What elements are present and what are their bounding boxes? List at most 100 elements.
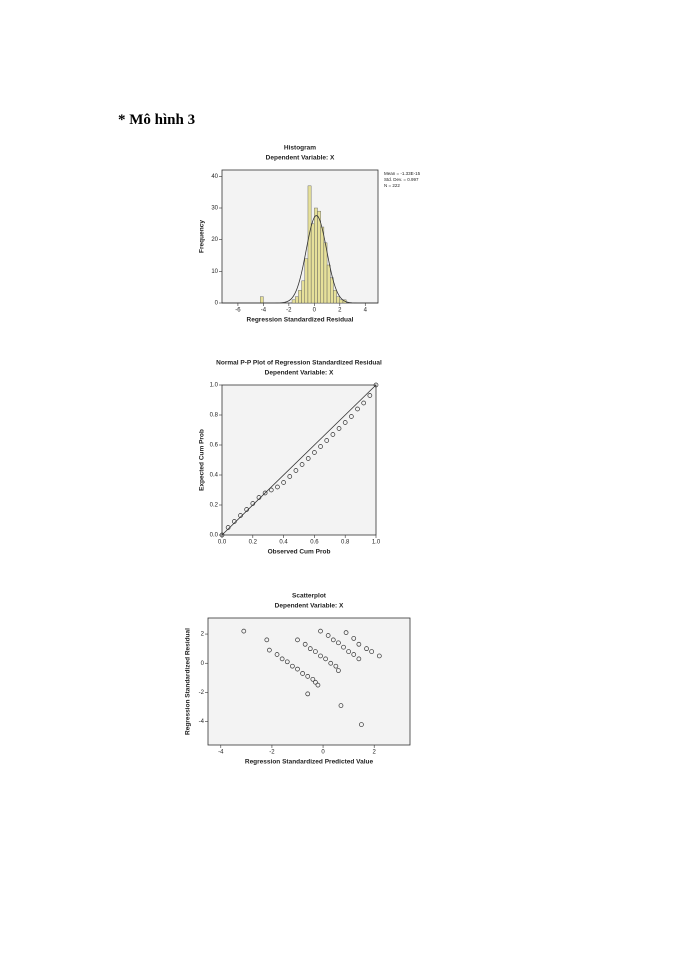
bar xyxy=(307,185,312,304)
point xyxy=(307,646,313,652)
point xyxy=(310,676,316,682)
point xyxy=(305,691,311,697)
point xyxy=(238,513,243,518)
bar xyxy=(336,296,340,304)
point xyxy=(295,637,300,643)
bar xyxy=(260,296,264,304)
point xyxy=(333,663,339,669)
point xyxy=(284,659,290,665)
y-tick-label: 0 xyxy=(215,301,219,307)
bar xyxy=(291,299,296,304)
bar xyxy=(320,226,325,304)
stats-annotation: N = 222 xyxy=(384,183,400,188)
bar xyxy=(301,280,305,304)
y-tick-label: 10 xyxy=(211,269,218,275)
x-axis-label: Regression Standardized Residual xyxy=(247,317,354,324)
reference-line xyxy=(221,384,377,536)
normal-curve xyxy=(222,215,378,304)
chart-subtitle: Dependent Variable: X xyxy=(275,603,344,610)
point xyxy=(369,649,374,654)
point xyxy=(336,668,341,673)
point xyxy=(325,633,331,638)
point xyxy=(351,636,357,641)
point xyxy=(328,660,334,666)
point xyxy=(330,637,336,643)
x-axis-label: Regression Standardized Predicted Value xyxy=(245,759,374,766)
chart-title: Histogram xyxy=(284,145,316,152)
plot-area xyxy=(221,169,379,304)
point xyxy=(315,682,321,688)
y-tick-label: 40 xyxy=(211,174,218,180)
point xyxy=(264,637,270,643)
point xyxy=(302,641,308,647)
bar xyxy=(326,264,331,304)
point xyxy=(262,490,268,496)
y-tick-label: 0.6 xyxy=(210,443,219,449)
x-tick-label: -2 xyxy=(269,750,275,756)
heading: * Mô hình 3 xyxy=(118,112,196,128)
y-tick-label: -2 xyxy=(199,690,205,696)
point xyxy=(300,671,305,676)
y-tick-label: 0.8 xyxy=(210,413,219,419)
chart-subtitle: Dependent Variable: X xyxy=(266,155,335,162)
x-tick-label: 4 xyxy=(364,308,368,314)
bar xyxy=(314,207,318,304)
point xyxy=(290,663,295,669)
x-tick-label: 0.0 xyxy=(218,540,227,546)
point xyxy=(351,652,357,657)
point xyxy=(356,641,362,647)
x-tick-label: 0.4 xyxy=(279,540,288,546)
y-tick-label: 0 xyxy=(201,661,205,667)
point xyxy=(336,426,342,431)
y-axis-label: Expected Cum Prob xyxy=(199,429,206,491)
x-tick-label: -2 xyxy=(286,308,292,314)
point xyxy=(359,722,364,727)
y-tick-label: 2 xyxy=(201,632,205,638)
y-tick-label: 0.2 xyxy=(210,503,219,509)
point xyxy=(361,400,367,406)
point xyxy=(293,468,299,473)
point xyxy=(275,484,280,490)
point xyxy=(313,649,318,654)
chart-title: Scatterplot xyxy=(292,593,327,600)
point xyxy=(241,628,247,634)
y-tick-label: 30 xyxy=(211,206,218,212)
point xyxy=(295,666,300,672)
x-tick-label: 0.2 xyxy=(249,540,258,546)
point xyxy=(330,432,336,437)
y-axis-label: Frequency xyxy=(199,220,206,253)
stats-annotation: Std. Dev. = 0.997 xyxy=(384,177,419,182)
point xyxy=(287,474,293,479)
x-tick-label: 2 xyxy=(338,308,342,314)
point xyxy=(219,532,225,538)
point xyxy=(312,450,317,455)
point xyxy=(343,630,349,635)
y-tick-label: -4 xyxy=(199,719,205,725)
point xyxy=(225,525,231,530)
point xyxy=(313,679,318,685)
point xyxy=(373,382,379,388)
point xyxy=(305,674,311,679)
bar xyxy=(310,223,315,304)
x-tick-label: 0 xyxy=(313,308,317,314)
point xyxy=(267,647,272,653)
y-tick-label: 20 xyxy=(211,237,218,243)
point xyxy=(342,420,348,425)
bar xyxy=(295,296,299,304)
point xyxy=(268,487,274,493)
stats-annotation: Mean = -1.33E-15 xyxy=(384,171,421,176)
y-tick-label: 0.0 xyxy=(210,533,219,539)
point xyxy=(376,653,382,659)
point xyxy=(281,480,286,485)
bar xyxy=(330,277,334,304)
chart-subtitle: Dependent Variable: X xyxy=(265,370,334,377)
point xyxy=(355,406,360,412)
point xyxy=(305,456,311,461)
bar xyxy=(333,290,337,304)
point xyxy=(346,649,351,654)
point xyxy=(356,656,362,662)
point xyxy=(256,495,262,500)
y-axis-label: Regression Standardized Residual xyxy=(185,628,192,735)
x-tick-label: 0.6 xyxy=(310,540,319,546)
